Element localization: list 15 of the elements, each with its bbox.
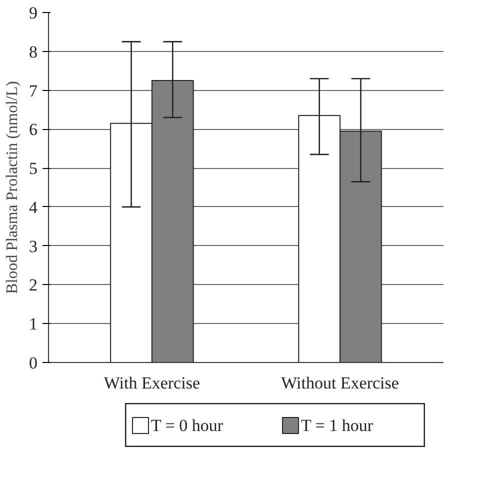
y-tick-label: 0 [29,354,38,372]
y-tick-label: 4 [29,198,38,217]
legend-label: T = 0 hour [151,416,224,435]
y-tick-label: 7 [29,81,38,100]
legend-label: T = 1 hour [301,416,374,435]
y-tick-label: 5 [29,159,38,178]
x-tick-label: With Exercise [104,374,200,392]
y-tick-label: 2 [29,276,38,295]
y-tick-label: 8 [29,42,38,62]
y-tick-label: 3 [29,236,38,256]
y-tick-label: 6 [29,120,38,140]
y-tick-label: 1 [29,314,38,334]
y-axis-title: Blood Plasma Prolactin (nmol/L) [4,81,21,294]
x-tick-label: Without Exercise [281,374,399,392]
y-tick-label: 9 [29,4,38,22]
